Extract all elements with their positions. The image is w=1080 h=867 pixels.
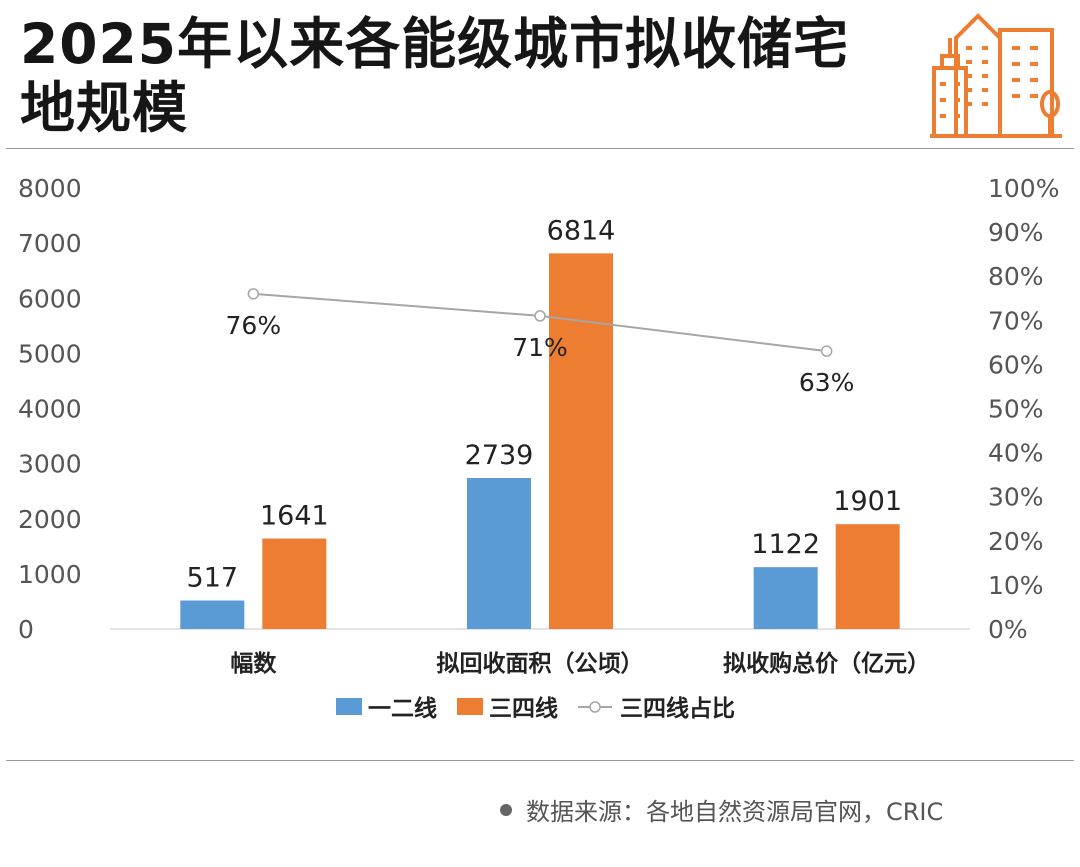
y-tick-label: 5000 [18, 339, 82, 368]
x-category-label: 拟收购总价（亿元） [723, 650, 930, 677]
ratio-value-label: 71% [512, 333, 568, 362]
x-category-label: 幅数 [230, 651, 277, 677]
y-tick-label: 6000 [18, 284, 82, 313]
city-buildings-icon [930, 13, 1062, 138]
y2-tick-label: 10% [988, 571, 1044, 600]
footer-divider [6, 760, 1074, 761]
legend-label: 一二线 [368, 695, 437, 722]
y2-tick-label: 50% [988, 395, 1044, 424]
legend-line-marker [589, 701, 601, 713]
bar-value-label: 1641 [260, 501, 329, 532]
y2-tick-label: 80% [988, 262, 1044, 291]
ratio-point [820, 345, 833, 357]
y2-tick-label: 30% [988, 483, 1044, 512]
y-tick-label: 2000 [18, 505, 82, 534]
source-text: 数据来源：各地自然资源局官网，CRIC [526, 798, 944, 826]
bar-value-label: 6814 [547, 215, 616, 246]
y2-tick-label: 100% [988, 174, 1059, 203]
bar-value-label: 1122 [751, 529, 820, 560]
ratio-point [247, 288, 260, 300]
legend-swatch-tier12 [336, 698, 362, 715]
y2-tick-label: 0% [988, 615, 1028, 644]
bar-value-label: 517 [187, 563, 239, 594]
y-tick-label: 3000 [18, 450, 82, 479]
y2-tick-label: 90% [988, 218, 1044, 247]
bar-tier34 [835, 524, 900, 629]
y-tick-label: 4000 [18, 395, 82, 424]
y-tick-label: 1000 [18, 560, 82, 589]
bar-tier12 [467, 478, 531, 629]
ratio-point [534, 310, 546, 322]
bar-value-label: 1901 [833, 486, 902, 517]
bar-line-chart: 0 1000 2000 3000 4000 5000 6000 7000 8000 0% 10% 20… [18, 174, 1059, 722]
y-tick-label: 8000 [18, 174, 82, 203]
legend-swatch-tier34 [457, 698, 483, 715]
y2-tick-label: 40% [988, 439, 1044, 468]
y-tick-label: 0 [18, 615, 34, 644]
legend-label: 三四线占比 [620, 695, 735, 722]
y-tick-label: 7000 [18, 229, 82, 258]
bullet-icon [500, 804, 512, 816]
bar-value-label: 2739 [465, 440, 534, 471]
chart-title: 2025年以来各能级城市拟收储宅地规模 [20, 12, 850, 140]
bar-tier34 [549, 253, 613, 630]
title-divider [6, 148, 1074, 149]
y2-tick-label: 60% [988, 350, 1044, 379]
source-note: 数据来源：各地自然资源局官网，CRIC [500, 794, 943, 830]
x-category-label: 拟回收面积（公顷） [437, 650, 644, 677]
ratio-value-label: 63% [799, 368, 855, 397]
legend-label: 三四线 [489, 695, 558, 722]
y2-tick-label: 20% [988, 527, 1044, 556]
bar-tier12 [180, 600, 245, 629]
ratio-value-label: 76% [226, 311, 282, 340]
bar-tier12 [753, 567, 818, 629]
bar-tier34 [262, 538, 327, 629]
y2-tick-label: 70% [988, 306, 1044, 335]
